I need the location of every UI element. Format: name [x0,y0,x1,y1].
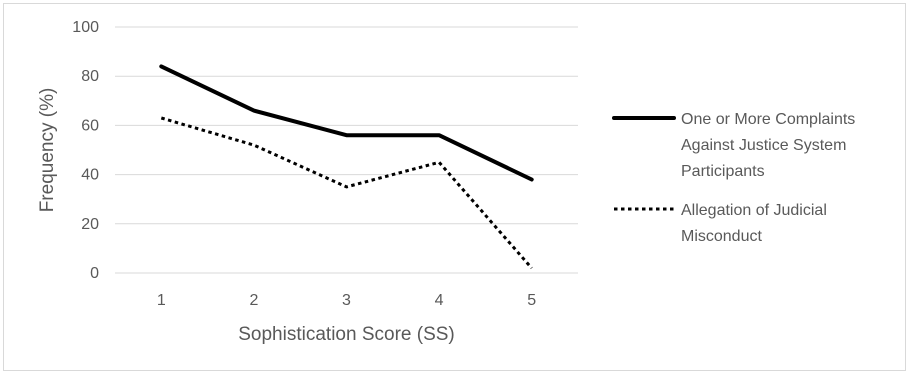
legend-label-line: Against Justice System [681,137,846,154]
y-axis-tick-labels: 0 20 40 60 80 100 [72,19,99,282]
series-line-1 [159,64,534,182]
y-axis-title: Frequency (%) [37,88,58,213]
y-tick-label: 40 [81,167,99,184]
x-axis-tick-labels: 1 2 3 4 5 [157,292,536,309]
legend: One or More Complaints Against Justice Sy… [612,111,855,245]
x-tick-label: 4 [435,292,444,309]
x-tick-label: 1 [157,292,166,309]
x-tick-label: 3 [342,292,351,309]
legend-label-line: Misconduct [681,228,762,245]
y-tick-label: 0 [90,265,99,282]
legend-label-line: Allegation of Judicial [681,202,827,219]
y-tick-label: 80 [81,68,99,85]
series-lines [159,64,534,270]
legend-label-line: One or More Complaints [681,111,855,128]
x-axis-title: Sophistication Score (SS) [238,324,455,345]
gridlines [115,26,578,274]
legend-label-1: One or More Complaints Against Justice Sy… [681,111,855,180]
y-tick-label: 60 [81,117,99,134]
y-tick-label: 100 [72,19,99,36]
x-tick-label: 5 [527,292,536,309]
legend-label-2: Allegation of Judicial Misconduct [681,202,827,245]
chart-frame [3,3,906,371]
series-line-2 [160,116,533,270]
x-tick-label: 2 [249,292,258,309]
y-tick-label: 20 [81,216,99,233]
legend-label-line: Participants [681,163,765,180]
